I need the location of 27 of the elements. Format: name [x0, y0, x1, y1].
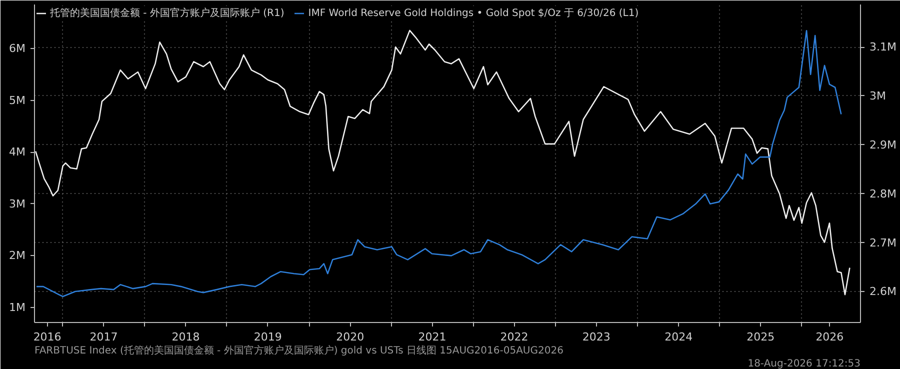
x-tick-label: 2021 — [418, 330, 446, 344]
x-tick-label: 2024 — [664, 330, 693, 344]
y-tick-label: 4M — [9, 146, 26, 159]
y2-tick-label: 2.6M — [870, 285, 896, 298]
x-tick-label: 2025 — [746, 330, 775, 344]
y2-tick-label: 3.1M — [870, 40, 896, 54]
y-tick-label: 3M — [9, 197, 26, 210]
y2-tick-label: 2.8M — [870, 187, 896, 200]
x-tick-label: 2017 — [90, 330, 118, 344]
x-tick-label: 2026 — [816, 330, 844, 344]
y-tick-label: 1M — [9, 300, 26, 314]
y2-tick-label: 2.7M — [870, 236, 896, 250]
x-tick-label: 2020 — [336, 330, 364, 344]
text: FARBTUSE Index (托管的美国国债金额 - 外国官方账户及国际账户) gold vs USTs 日线图 15AUG2016-05AUG2026 — [34, 344, 564, 356]
x-tick-label: 2018 — [172, 330, 200, 344]
y-tick-label: 2M — [9, 249, 26, 262]
x-tick-label: 2022 — [500, 330, 528, 344]
y2-tick-label: 3M — [870, 89, 886, 102]
x-tick-label: 2016 — [33, 330, 62, 344]
y-tick-label: 6M — [9, 42, 26, 56]
x-tick-label: 2019 — [254, 330, 282, 344]
y-tick-label: 5M — [9, 94, 26, 107]
legend-label: IMF World Reserve Gold Holdings • Gold Spot $/Oz 于 6/30/26 (L1) — [308, 7, 639, 20]
text: 托管的美国国债金额 - 外国官方账户及国际账户 (R1) — [50, 6, 284, 20]
y2-tick-label: 2.9M — [870, 138, 896, 152]
text: 18-Aug-2026 17:12:53 — [748, 358, 861, 369]
x-tick-label: 2023 — [582, 330, 610, 344]
